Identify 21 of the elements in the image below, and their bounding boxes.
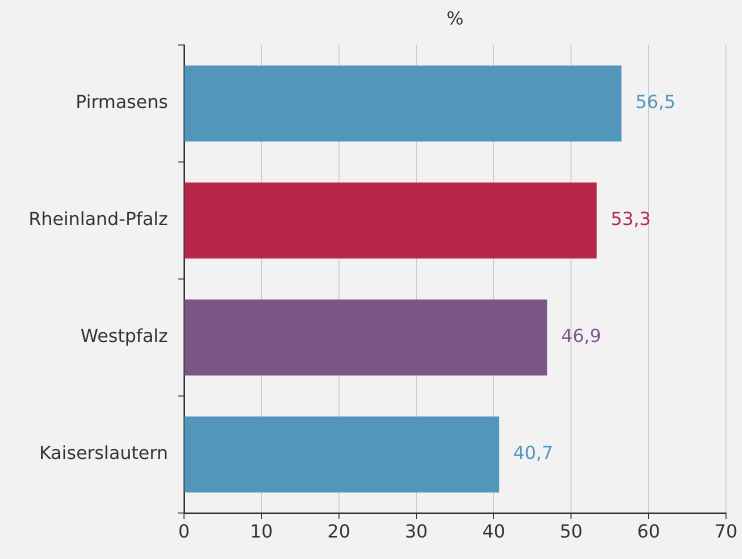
bar (184, 299, 548, 376)
x-tick-label: 20 (327, 521, 350, 542)
data-label: 40,7 (513, 443, 554, 464)
y-tick-label: Pirmasens (76, 92, 168, 114)
x-axis-title: % (446, 8, 464, 30)
x-tick-label: 60 (637, 521, 660, 542)
x-tick-label: 40 (482, 521, 506, 542)
x-tick-label: 70 (714, 521, 738, 542)
bar (184, 65, 622, 142)
x-tick-label: 0 (178, 521, 190, 542)
x-tick-label: 30 (404, 521, 428, 542)
x-tick-label: 10 (250, 521, 273, 542)
x-tick-label: 50 (560, 521, 583, 542)
bar (184, 416, 500, 493)
data-label: 46,9 (561, 326, 602, 348)
y-tick-label: Rheinland-Pfalz (28, 209, 168, 230)
data-label: 56,5 (635, 92, 676, 114)
data-label: 53,3 (610, 209, 651, 230)
y-tick-label: Kaiserslautern (39, 443, 168, 464)
y-tick-label: Westpfalz (80, 326, 168, 348)
bar (184, 182, 597, 259)
